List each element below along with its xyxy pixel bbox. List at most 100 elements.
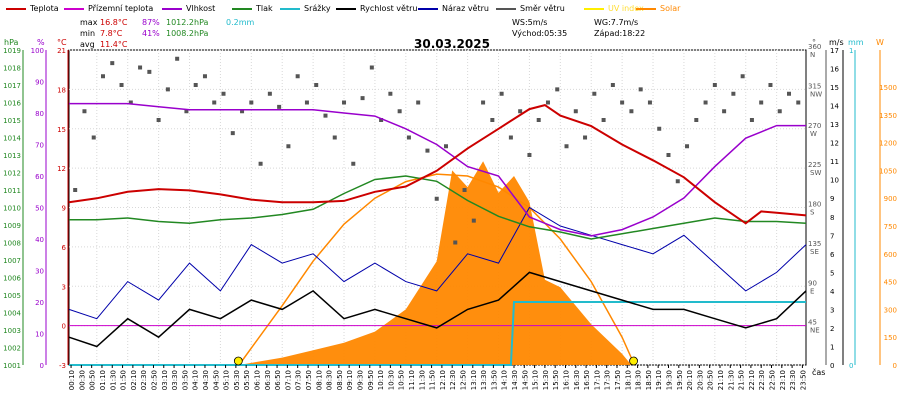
wind-direction-point (249, 100, 254, 105)
direction-tick-label: 45 (808, 319, 817, 327)
humidity-tick-label: 100 (31, 47, 44, 55)
legend-label: Rychlost větru (360, 4, 418, 13)
wind-direction-point (675, 179, 680, 184)
wind-direction-point (796, 100, 801, 105)
wind-direction-point (360, 96, 365, 101)
time-tick-label: 18:50 (645, 370, 653, 390)
legend-item: Vlhkost (162, 4, 215, 14)
time-tick-label: 04:50 (212, 370, 220, 390)
wind-direction-point (286, 144, 291, 149)
time-tick-label: 20:10 (686, 370, 694, 390)
legend-swatch (232, 7, 252, 10)
time-tick-label: 13:10 (470, 370, 478, 390)
wind-direction-point (100, 74, 105, 79)
wind-direction-point (304, 100, 309, 105)
wind-direction-point (240, 109, 245, 114)
time-tick-label: 15:30 (542, 370, 550, 390)
time-tick-label: 11:50 (429, 370, 437, 390)
time-tick-label: 04:30 (202, 370, 210, 390)
direction-tick-label: 315 (808, 82, 821, 90)
pressure-tick-label: 1018 (3, 65, 21, 73)
stat-max-temp: 16.8°C (100, 18, 128, 27)
time-tick-label: 17:10 (593, 370, 601, 390)
wind-direction-point (128, 100, 133, 105)
wind-direction-point (490, 118, 495, 122)
time-tick-label: 10:50 (398, 370, 406, 390)
pressure-tick-label: 1003 (3, 327, 21, 335)
solar-tick-label: 0 (893, 362, 897, 370)
wind-direction-point (165, 87, 170, 92)
wind-direction-point (749, 118, 754, 122)
rain-tick-label: 0 (849, 362, 853, 370)
series-humidity-line (69, 102, 806, 237)
time-tick-label: 19:10 (655, 370, 663, 390)
wind-direction-point (406, 135, 411, 140)
wind-direction-point (434, 196, 439, 201)
wind-direction-point (685, 144, 690, 149)
wind-direction-point (462, 188, 467, 192)
wind-direction-point (314, 83, 319, 87)
wind-direction-point (267, 91, 272, 96)
time-tick-label: 21:10 (717, 370, 725, 390)
time-tick-label: 01:10 (99, 370, 107, 390)
wind-direction-point (536, 118, 541, 122)
legend-label: Vlhkost (186, 4, 216, 13)
solar-tick-label: 1500 (879, 84, 897, 92)
wind-direction-point (768, 83, 773, 87)
time-tick-label: 23:30 (789, 370, 797, 390)
legend-label: Solar (660, 4, 681, 13)
time-tick-label: 13:50 (490, 370, 498, 390)
legend-item: Rychlost větru (336, 4, 417, 14)
legend-label: UV index (608, 4, 644, 13)
wind-direction-point (82, 109, 87, 114)
wind-direction-point (416, 100, 421, 105)
solar-tick-label: 300 (884, 306, 897, 314)
wind-tick-label: 10 (830, 177, 839, 185)
stat-avg-temp: 11.4°C (100, 40, 128, 49)
series-rain-line (69, 301, 806, 366)
legend-swatch (496, 7, 516, 10)
wind-direction-point (731, 91, 736, 96)
time-tick-label: 20:50 (707, 370, 715, 390)
direction-cardinal-label: NE (810, 327, 820, 335)
time-tick-label: 21:50 (738, 370, 746, 390)
time-tick-label: 00:50 (89, 370, 97, 390)
time-tick-label: 09:30 (356, 370, 364, 390)
pressure-tick-label: 1015 (3, 117, 21, 125)
wind-direction-point (638, 87, 643, 92)
wind-direction-point (342, 100, 347, 105)
wind-direction-point (212, 100, 217, 105)
time-tick-label: 06:50 (274, 370, 282, 390)
time-tick-label: 00:10 (68, 370, 76, 390)
stat-min-label: min (80, 29, 96, 38)
time-tick-label: 10:10 (377, 370, 385, 390)
humidity-tick-label: 80 (35, 110, 44, 118)
series-solar-theoretical-line (238, 173, 636, 366)
time-tick-label: 01:50 (120, 370, 128, 390)
legend-item: Směr větru (496, 4, 565, 14)
time-tick-label: 12:10 (439, 370, 447, 390)
legend-label: Náraz větru (442, 4, 489, 13)
series-temperature-line (68, 104, 807, 225)
direction-cardinal-label: S (810, 209, 815, 217)
time-tick-label: 21:30 (727, 370, 735, 390)
time-tick-label: 23:50 (799, 370, 807, 390)
time-tick-label: 03:30 (171, 370, 179, 390)
wind-tick-label: 14 (830, 103, 839, 111)
wind-direction-point (499, 91, 504, 96)
temp-tick-label: 3 (62, 283, 66, 291)
wind-direction-point (202, 74, 207, 79)
time-tick-label: 02:10 (130, 370, 138, 390)
time-tick-label: 04:10 (192, 370, 200, 390)
time-tick-label: 05:10 (223, 370, 231, 390)
wind-tick-label: 0 (830, 362, 834, 370)
direction-cardinal-label: W (810, 130, 817, 138)
direction-tick-label: 225 (808, 161, 821, 169)
series-pressure-line (69, 175, 807, 240)
direction-cardinal-label: SW (810, 169, 821, 177)
unit-humidity: % (37, 38, 45, 47)
pressure-tick-label: 1013 (3, 152, 21, 160)
time-tick-label: 23:10 (779, 370, 787, 390)
stat-min-pressure: 1008.2hPa (166, 29, 209, 38)
